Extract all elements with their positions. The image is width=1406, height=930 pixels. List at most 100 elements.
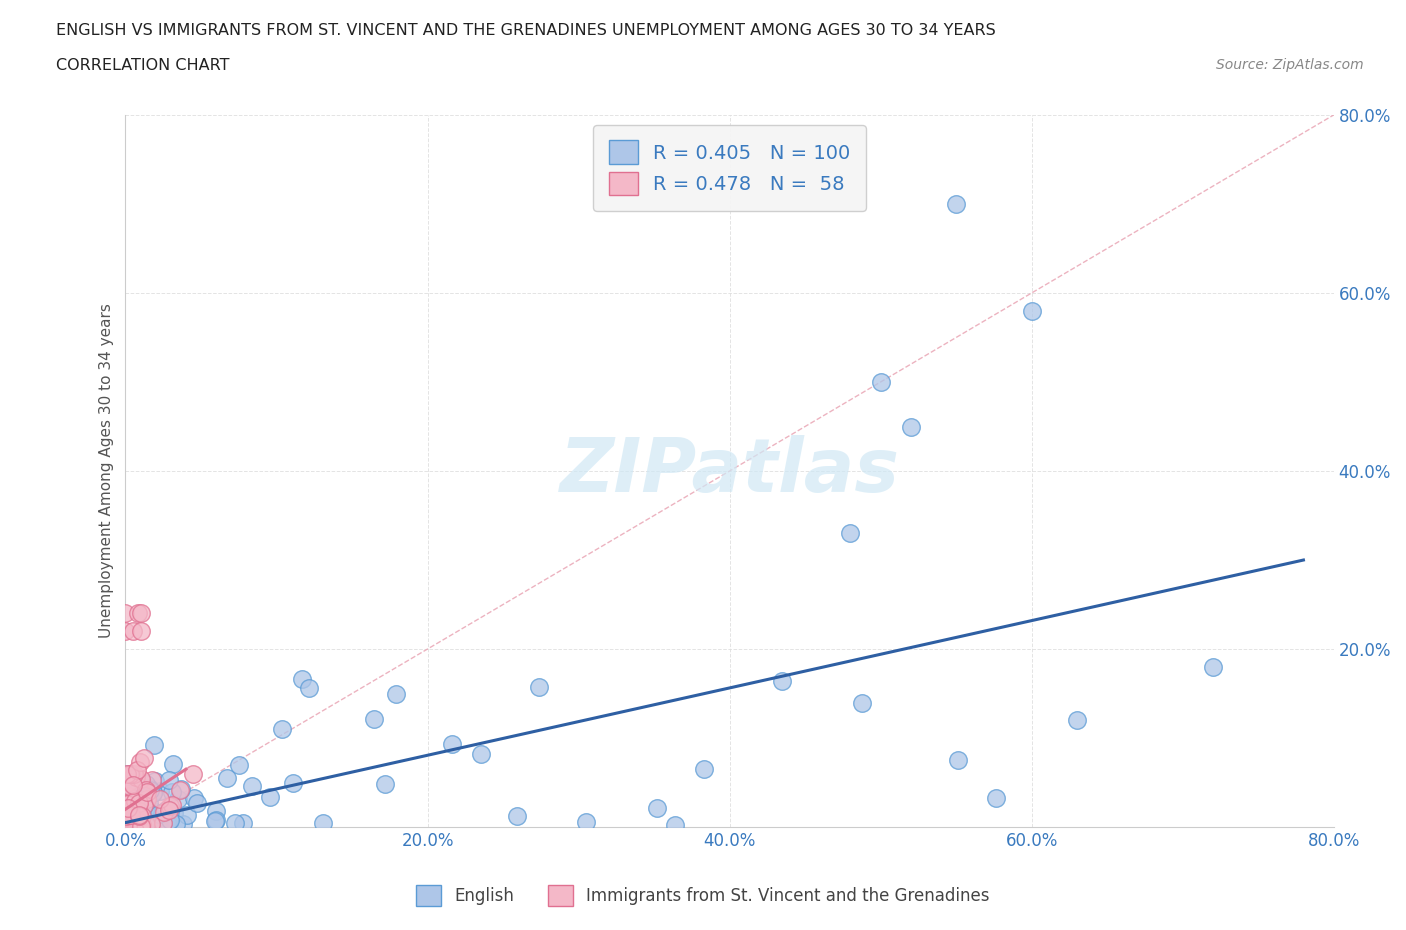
Point <box>311 816 333 830</box>
Point <box>121 793 143 808</box>
Point <box>114 818 136 833</box>
Point <box>125 803 148 817</box>
Point <box>166 817 188 831</box>
Point <box>900 419 922 434</box>
Point <box>118 778 141 793</box>
Point <box>232 816 254 830</box>
Point <box>121 810 143 825</box>
Point <box>159 813 181 828</box>
Point <box>159 799 181 814</box>
Point <box>149 792 172 807</box>
Point <box>122 624 145 639</box>
Point <box>128 815 150 830</box>
Point <box>945 196 967 211</box>
Point <box>143 804 166 819</box>
Point <box>146 819 169 834</box>
Point <box>139 807 162 822</box>
Point <box>385 686 408 701</box>
Point <box>167 791 190 806</box>
Point <box>141 817 163 831</box>
Point <box>135 814 157 829</box>
Point <box>157 773 180 788</box>
Point <box>228 757 250 772</box>
Point <box>291 671 314 686</box>
Point <box>162 756 184 771</box>
Point <box>470 746 492 761</box>
Point <box>117 778 139 793</box>
Point <box>127 606 149 621</box>
Point <box>117 818 139 833</box>
Point <box>142 784 165 799</box>
Point <box>169 782 191 797</box>
Point <box>138 780 160 795</box>
Point <box>128 788 150 803</box>
Point <box>145 773 167 788</box>
Point <box>645 801 668 816</box>
Point <box>363 711 385 726</box>
Point <box>160 784 183 799</box>
Point <box>131 771 153 786</box>
Point <box>127 807 149 822</box>
Point <box>135 817 157 831</box>
Point <box>149 784 172 799</box>
Point <box>115 810 138 825</box>
Point <box>120 805 142 820</box>
Point <box>170 781 193 796</box>
Point <box>153 805 176 820</box>
Point <box>271 722 294 737</box>
Point <box>181 766 204 781</box>
Point <box>162 798 184 813</box>
Point <box>120 804 142 818</box>
Point <box>117 807 139 822</box>
Point <box>129 624 152 639</box>
Point <box>205 813 228 828</box>
Point <box>141 817 163 831</box>
Point <box>869 375 891 390</box>
Point <box>125 769 148 784</box>
Point <box>139 810 162 825</box>
Point <box>135 801 157 816</box>
Point <box>131 809 153 824</box>
Point <box>205 804 228 818</box>
Point <box>839 525 862 540</box>
Point <box>117 810 139 825</box>
Point <box>129 818 152 833</box>
Y-axis label: Unemployment Among Ages 30 to 34 years: Unemployment Among Ages 30 to 34 years <box>100 303 114 639</box>
Point <box>186 795 208 810</box>
Point <box>117 766 139 781</box>
Point <box>128 817 150 831</box>
Point <box>136 784 159 799</box>
Point <box>259 790 281 804</box>
Point <box>131 818 153 833</box>
Point <box>121 812 143 827</box>
Point <box>129 754 152 769</box>
Point <box>136 805 159 820</box>
Point <box>155 803 177 817</box>
Point <box>117 789 139 804</box>
Point <box>1021 303 1043 318</box>
Point <box>121 777 143 792</box>
Point <box>128 795 150 810</box>
Point <box>125 763 148 777</box>
Text: ENGLISH VS IMMIGRANTS FROM ST. VINCENT AND THE GRENADINES UNEMPLOYMENT AMONG AGE: ENGLISH VS IMMIGRANTS FROM ST. VINCENT A… <box>56 23 995 38</box>
Point <box>148 806 170 821</box>
Point <box>693 762 716 777</box>
Point <box>129 606 152 621</box>
Point <box>122 796 145 811</box>
Point <box>374 777 396 791</box>
Point <box>128 804 150 818</box>
Point <box>128 808 150 823</box>
Point <box>138 783 160 798</box>
Point <box>157 816 180 830</box>
Point <box>132 799 155 814</box>
Point <box>132 806 155 821</box>
Point <box>128 809 150 824</box>
Point <box>127 811 149 826</box>
Point <box>122 766 145 781</box>
Point <box>135 782 157 797</box>
Point <box>283 776 305 790</box>
Point <box>851 696 873 711</box>
Point <box>156 816 179 830</box>
Point <box>163 805 186 820</box>
Point <box>117 801 139 816</box>
